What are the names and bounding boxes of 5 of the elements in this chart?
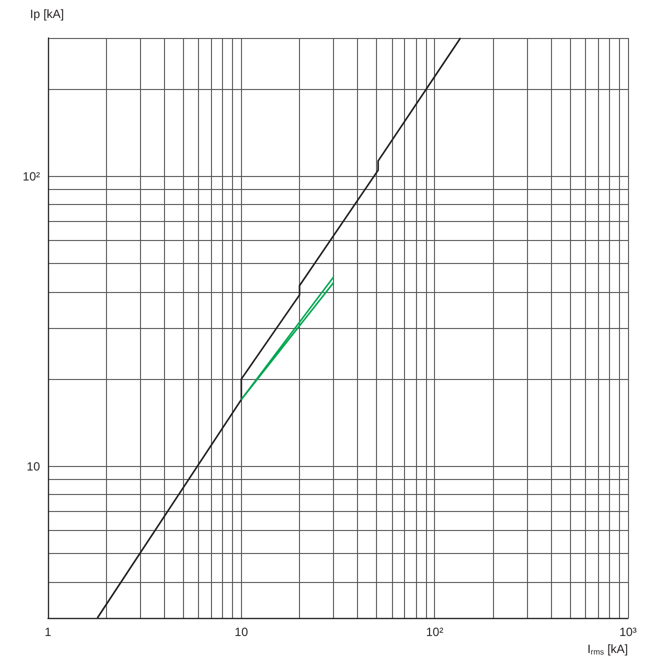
y-axis-title: Ip [kA] [30,7,64,21]
x-tick-label: 10 [234,625,248,639]
x-tick-label: 10² [426,625,444,639]
x-tick-label: 10³ [619,625,637,639]
x-tick-label: 1 [44,625,52,639]
